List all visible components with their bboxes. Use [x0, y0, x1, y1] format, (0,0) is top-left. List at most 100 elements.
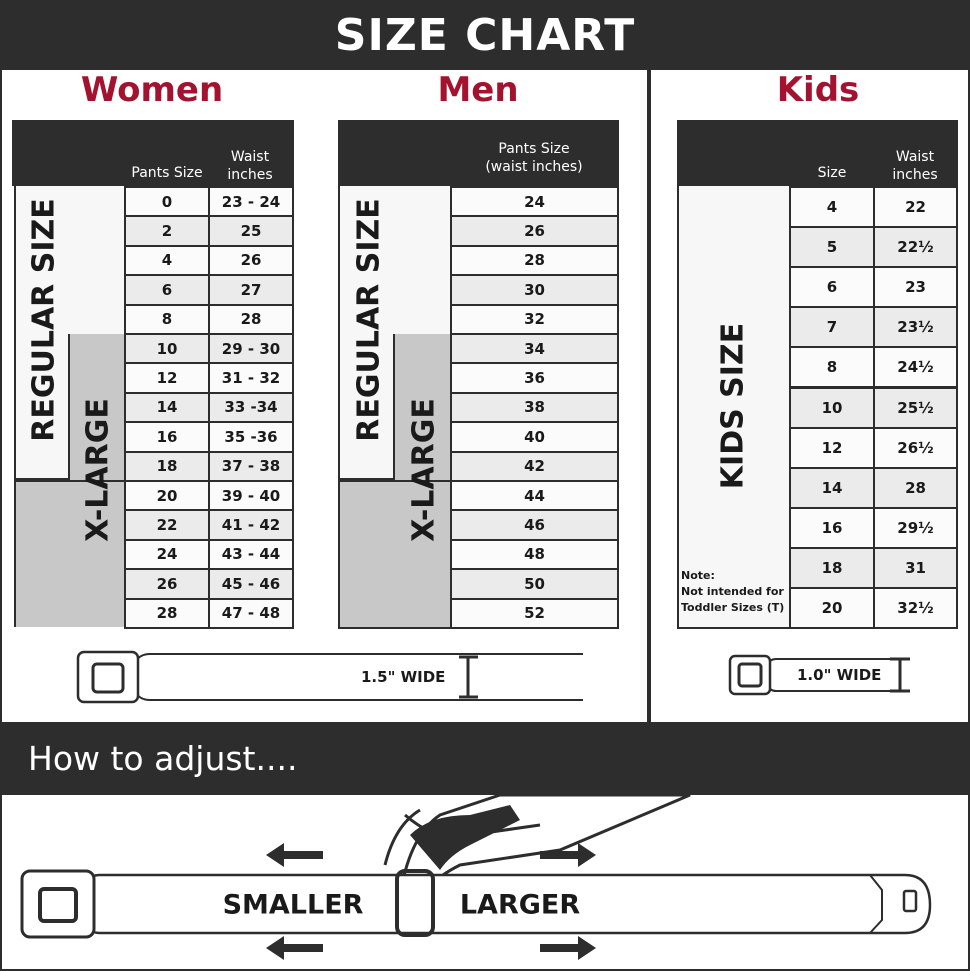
smaller-label: SMALLER [222, 889, 364, 921]
table-cell: 26½ [873, 426, 958, 469]
table-cell: 43 - 44 [208, 538, 294, 571]
table-cell: 16 [789, 506, 875, 549]
belt-width-label: 1.5" WIDE [361, 668, 446, 686]
table-cell: 23 - 24 [208, 186, 294, 218]
xlarge-label: X-LARGE [80, 398, 116, 542]
table-cell: 25 [208, 215, 294, 247]
kids-size-table: Size Waist inches KIDS SIZE Note: Not int… [677, 120, 958, 630]
men-size-table: Pants Size (waist inches) REGULAR SIZE X-… [338, 120, 619, 629]
table-cell: 45 - 46 [208, 568, 294, 600]
table-cell: 6 [124, 274, 210, 306]
xlarge-region [70, 334, 126, 480]
table-cell: 28 [450, 244, 619, 277]
waist-header-line1: Waist [895, 149, 935, 165]
note-line: Toddler Sizes (T) [681, 601, 785, 614]
xlarge-label: X-LARGE [406, 398, 442, 542]
table-cell: 39 - 40 [208, 480, 294, 512]
table-cell: 36 [450, 362, 619, 394]
table-cell: 29 - 30 [208, 333, 294, 365]
table-cell: 0 [124, 186, 210, 218]
adjust-illustration [20, 795, 932, 960]
regular-size-label: REGULAR SIZE [351, 198, 387, 442]
table-cell: 24 [124, 538, 210, 571]
table-cell: 23½ [873, 306, 958, 349]
waist-header-line2: inches [892, 167, 938, 183]
note-line: Note: [681, 569, 715, 582]
table-cell: 12 [789, 426, 875, 469]
table-cell: 4 [124, 244, 210, 277]
region-border [338, 334, 395, 480]
table-cell: 46 [450, 509, 619, 541]
table-cell: 24 [450, 186, 619, 218]
how-to-adjust-title: How to adjust.... [0, 722, 970, 795]
table-cell: 41 - 42 [208, 509, 294, 541]
table-cell: 25½ [873, 386, 958, 429]
table-cell: 8 [124, 303, 210, 335]
table-cell: 52 [450, 597, 619, 629]
xlarge-region [395, 334, 450, 480]
women-table-header: Pants Size Waist inches [12, 120, 294, 186]
waist-header: Waist inches [873, 148, 957, 184]
table-cell: 42 [450, 450, 619, 482]
kids-label-column [677, 186, 791, 629]
table-cell: 35 -36 [208, 421, 294, 453]
belt-width-label: 1.0" WIDE [797, 666, 882, 684]
pants-size-header: Pants Size [131, 165, 203, 181]
men-title: Men [437, 70, 519, 110]
regular-size-label: REGULAR SIZE [26, 198, 62, 442]
divider [647, 70, 651, 722]
waist-header-line1: Waist [230, 149, 270, 165]
table-cell: 8 [789, 346, 875, 389]
size-header: Size [817, 165, 847, 181]
table-cell: 14 [789, 466, 875, 509]
table-cell: 50 [450, 568, 619, 600]
toddler-note: Note: Not intended for Toddler Sizes (T) [681, 568, 784, 616]
waist-header: Waist inches [208, 148, 292, 184]
women-size-table: Pants Size Waist inches REGULAR SIZE X-LA… [12, 120, 294, 629]
table-cell: 10 [124, 333, 210, 365]
page-title: SIZE CHART [0, 0, 970, 70]
larger-label: LARGER [459, 889, 581, 921]
header-line1: Pants Size [498, 141, 570, 157]
waist-header-line2: inches [227, 167, 273, 183]
pants-size-header: Pants Size (waist inches) [450, 140, 618, 176]
table-cell: 32½ [873, 587, 958, 630]
table-cell: 6 [789, 266, 875, 309]
table-cell: 26 [124, 568, 210, 600]
table-cell: 2 [124, 215, 210, 247]
arrow-right-icon [540, 843, 596, 960]
table-cell: 34 [450, 333, 619, 365]
table-cell: 44 [450, 480, 619, 512]
kids-size-label: KIDS SIZE [715, 322, 751, 490]
table-cell: 28 [208, 303, 294, 335]
table-cell: 7 [789, 306, 875, 349]
table-cell: 16 [124, 421, 210, 453]
table-cell: 31 - 32 [208, 362, 294, 394]
table-cell: 27 [208, 274, 294, 306]
table-cell: 28 [124, 597, 210, 629]
table-cell: 18 [789, 546, 875, 589]
table-cell: 4 [789, 186, 875, 229]
table-cell: 47 - 48 [208, 597, 294, 629]
table-cell: 12 [124, 362, 210, 394]
table-cell: 28 [873, 466, 958, 509]
table-cell: 23 [873, 266, 958, 309]
belt-1-5-illustration [76, 650, 583, 704]
table-cell: 24½ [873, 346, 958, 389]
table-cell: 22½ [873, 226, 958, 269]
table-cell: 18 [124, 450, 210, 482]
belt-slider-icon [395, 869, 435, 937]
table-cell: 38 [450, 391, 619, 424]
kids-title: Kids [776, 70, 860, 110]
xlarge-region [14, 480, 126, 627]
table-cell: 20 [124, 480, 210, 512]
kids-table-header: Size Waist inches [677, 120, 958, 186]
table-cell: 26 [450, 215, 619, 247]
table-cell: 14 [124, 391, 210, 424]
table-cell: 37 - 38 [208, 450, 294, 482]
men-table-header: Pants Size (waist inches) [338, 120, 619, 186]
note-line: Not intended for [681, 585, 784, 598]
table-cell: 10 [789, 386, 875, 429]
arrow-left-icon [266, 843, 323, 960]
table-cell: 40 [450, 421, 619, 453]
